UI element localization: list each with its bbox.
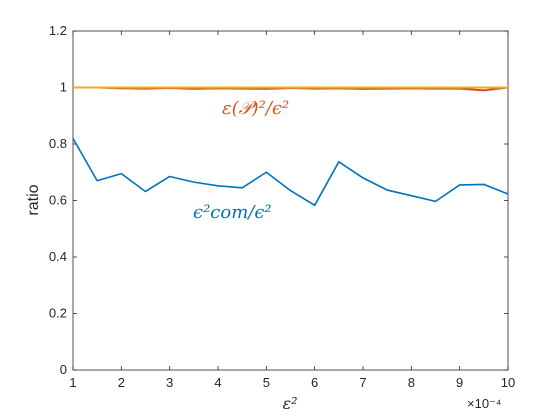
- x-tick-label: 4: [214, 375, 221, 390]
- x-exponent-label: ×10⁻⁴: [467, 396, 502, 411]
- x-tick-label: 10: [501, 375, 515, 390]
- y-tick-label: 0.8: [49, 136, 67, 151]
- y-tick-label: 1: [60, 80, 67, 95]
- blue-series-line: [72, 137, 509, 207]
- x-tick-label: 1: [69, 375, 76, 390]
- x-tick-label: 8: [408, 375, 415, 390]
- y-ticks: 0 0.2 0.4 0.6 0.8 1 1.2: [49, 23, 508, 377]
- orange-series-annotation: ε(𝒫)²/ϵ²: [222, 98, 289, 119]
- x-tick-label: 6: [311, 375, 318, 390]
- plot-area: [72, 30, 509, 371]
- x-tick-label: 9: [456, 375, 463, 390]
- x-tick-label: 7: [359, 375, 366, 390]
- x-tick-label: 5: [263, 375, 270, 390]
- y-tick-label: 1.2: [49, 23, 67, 38]
- y-tick-label: 0: [60, 362, 67, 377]
- x-tick-label: 3: [166, 375, 173, 390]
- y-tick-label: 0.6: [49, 193, 67, 208]
- y-tick-label: 0.2: [49, 306, 67, 321]
- y-axis-label: ratio: [25, 184, 42, 215]
- x-tick-label: 2: [118, 375, 125, 390]
- series-layer: [72, 86, 509, 207]
- blue-series-annotation: ϵ²com/ϵ²: [193, 202, 272, 223]
- y-tick-label: 0.4: [49, 249, 67, 264]
- x-ticks: 1 2 3 4 5 6 7 8 9 10: [69, 31, 515, 390]
- x-axis-label: ε²: [283, 394, 298, 413]
